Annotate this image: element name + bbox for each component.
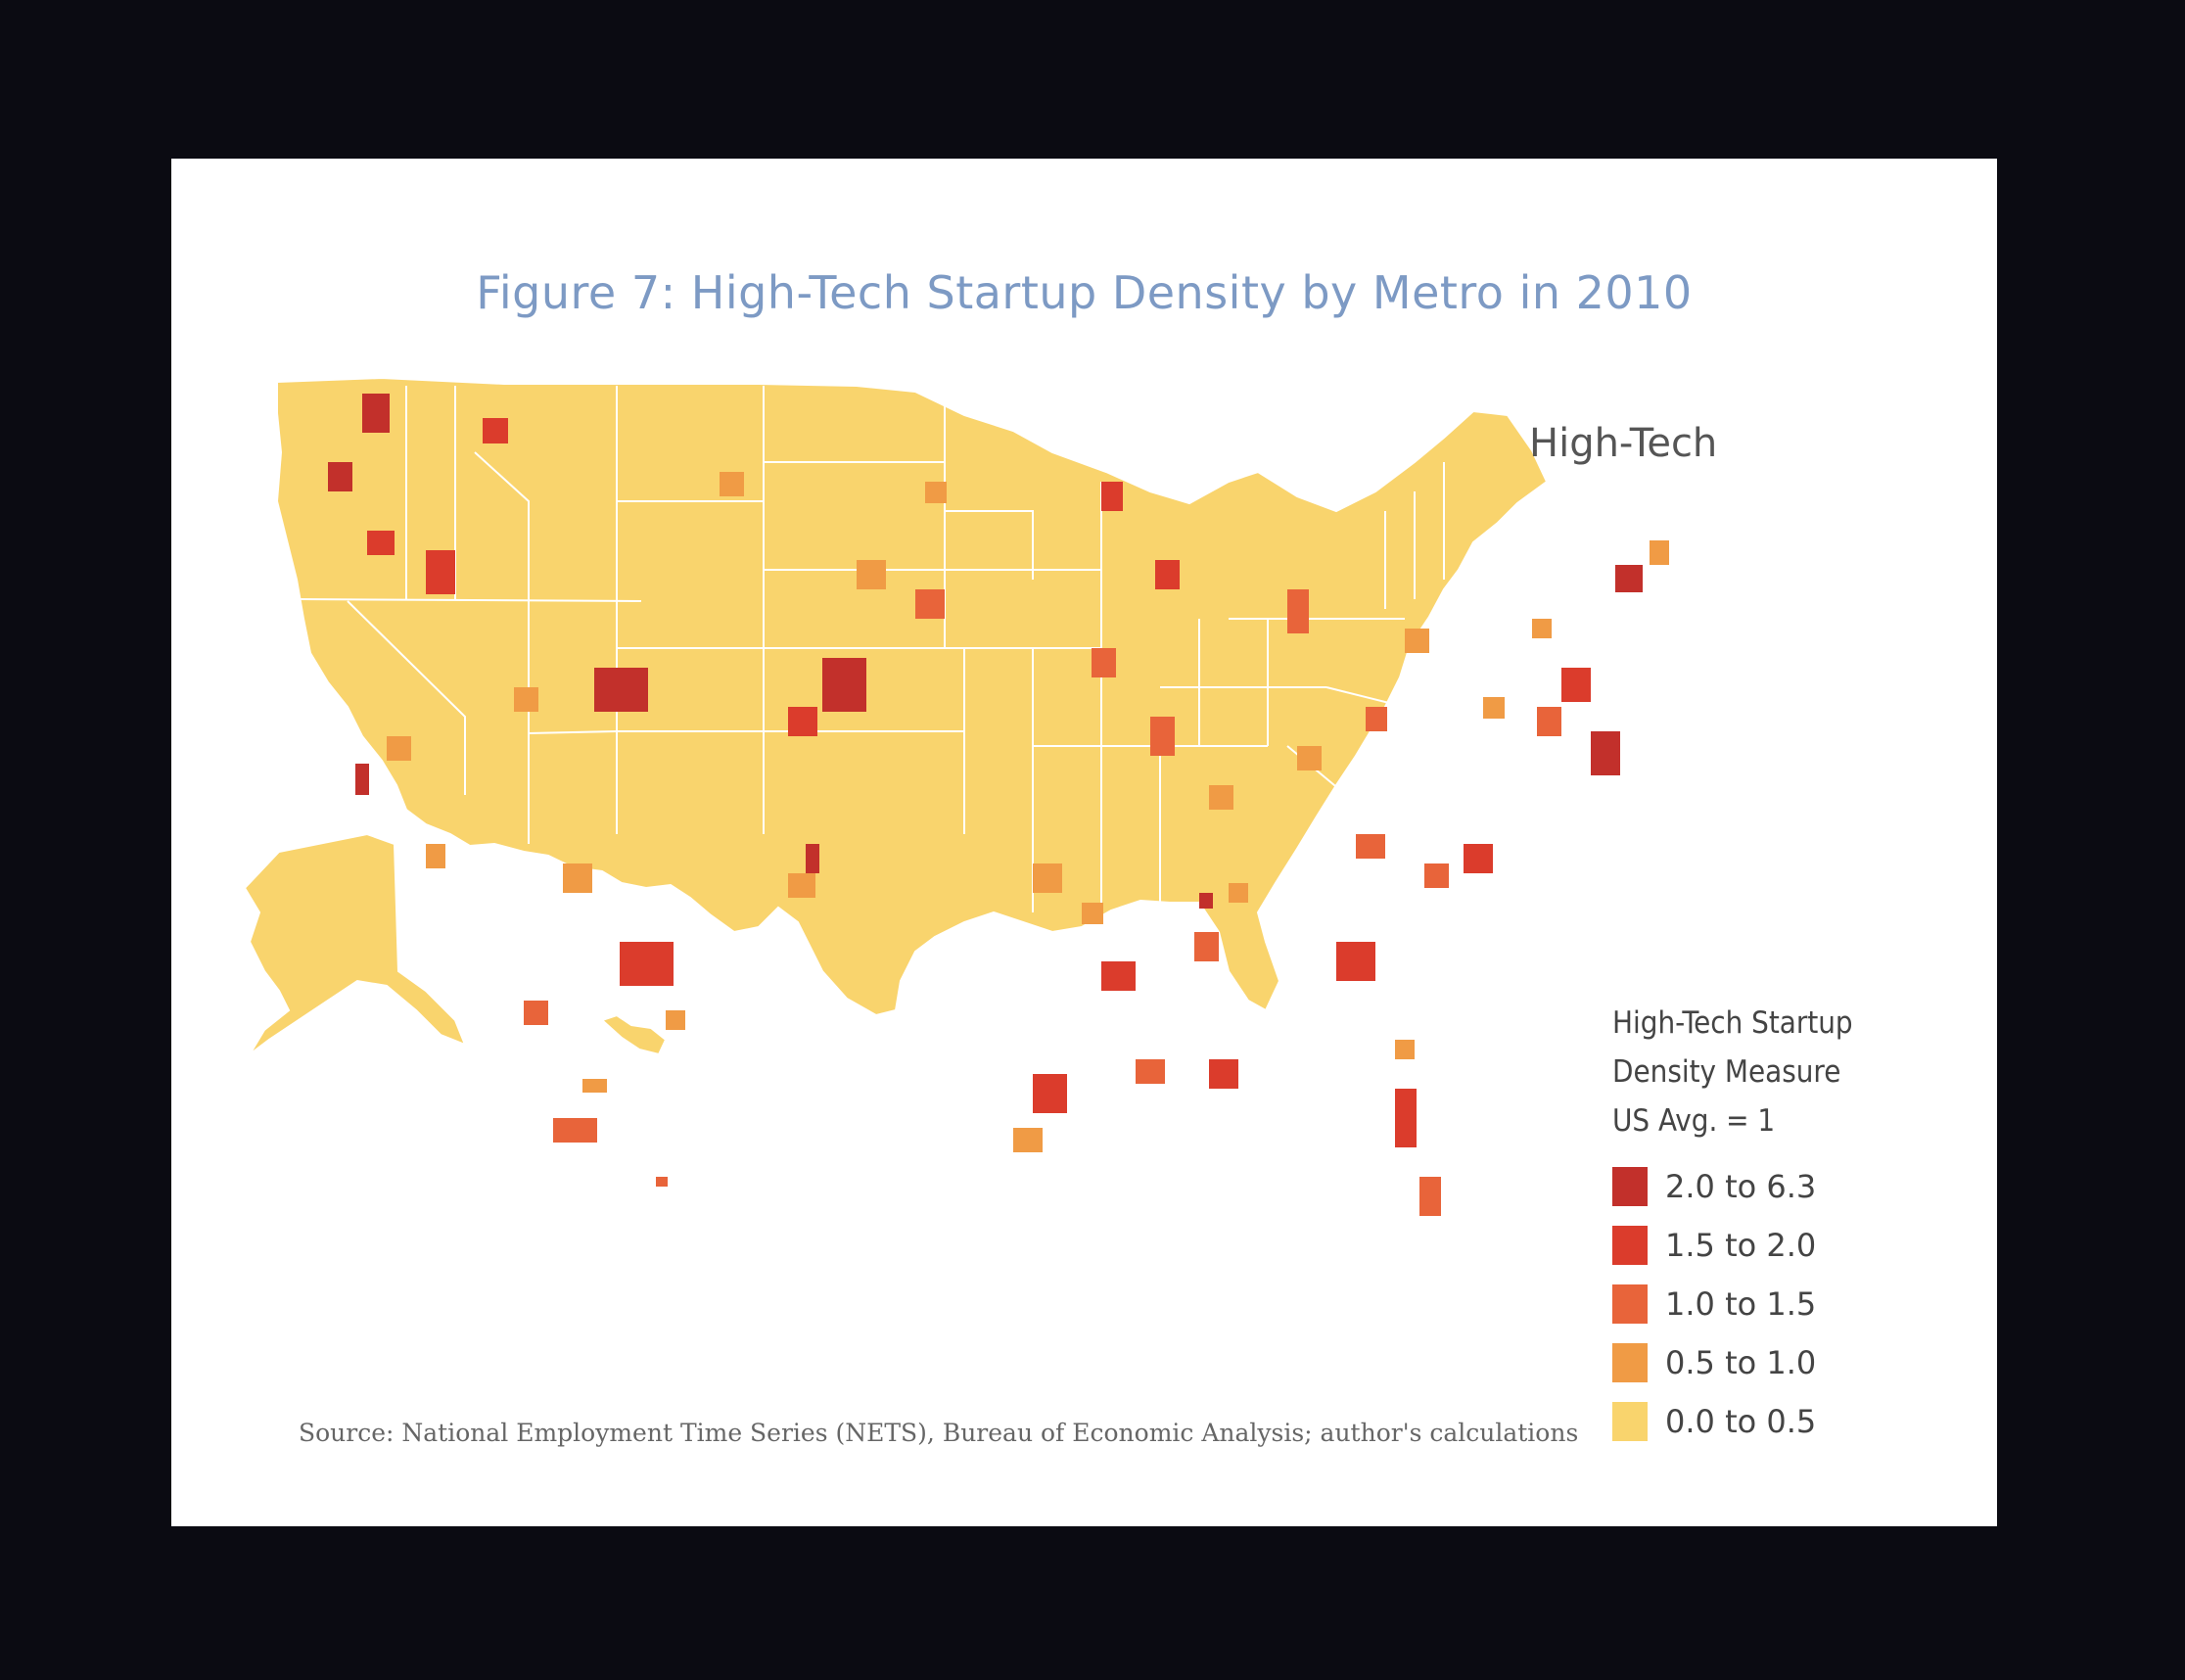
metro-dallas: [1101, 961, 1136, 991]
metro-sacramento: [387, 736, 411, 761]
metro-colorado-springs: [788, 707, 817, 736]
metro-minneapolis: [1101, 482, 1123, 511]
metro-wyoming: [857, 560, 886, 589]
metro-fresno: [426, 844, 445, 868]
map-label: High-Tech: [1529, 421, 1718, 466]
metro-charlotte: [1424, 863, 1449, 888]
legend-swatch: [1612, 1226, 1648, 1265]
metro-pierre: [915, 589, 945, 619]
metro-tulsa: [1082, 903, 1103, 924]
source-note: Source: National Employment Time Series …: [299, 1419, 1579, 1447]
metro-fargo: [925, 482, 947, 503]
metro-washington-dc: [1591, 731, 1620, 775]
legend-item: 2.0 to 6.3: [1612, 1157, 1965, 1216]
hawaii-shape: [600, 1013, 668, 1056]
metro-anchorage: [553, 1118, 597, 1143]
legend: High-Tech Startup Density Measure US Avg…: [1612, 999, 1965, 1451]
map-base-landmass: [243, 376, 1549, 1056]
us-metro-map: [243, 376, 1669, 1216]
metro-memphis: [1229, 883, 1248, 903]
metro-density-areas: [328, 394, 1669, 1216]
metro-pittsburgh: [1483, 697, 1505, 719]
metro-omaha: [1092, 648, 1116, 677]
figure-card: Figure 7: High-Tech Startup Density by M…: [171, 159, 1997, 1526]
metro-huntsville: [1199, 893, 1213, 909]
metro-indianapolis: [1297, 746, 1322, 770]
metro-oklahoma-city: [1033, 863, 1062, 893]
metro-philadelphia: [1537, 707, 1561, 736]
metro-new-york: [1561, 668, 1591, 702]
metro-jacksonville: [1395, 1040, 1415, 1059]
metro-bend: [367, 531, 395, 555]
legend-item: 1.0 to 1.5: [1612, 1275, 1965, 1333]
legend-swatch: [1612, 1167, 1648, 1206]
metro-albuquerque: [788, 873, 815, 898]
metro-portland-me: [1650, 540, 1669, 565]
legend-title-line: High-Tech Startup: [1612, 1005, 1853, 1041]
metro-houston: [1136, 1059, 1165, 1084]
metro-little-rock: [1194, 932, 1219, 961]
legend-swatch: [1612, 1402, 1648, 1441]
legend-item-label: 0.0 to 0.5: [1665, 1403, 1817, 1440]
alaska-shape: [243, 832, 467, 1055]
metro-detroit: [1405, 629, 1429, 653]
metro-orlando-tampa: [1395, 1089, 1417, 1147]
metro-salt-lake-city: [594, 668, 648, 712]
metro-boston: [1615, 565, 1643, 592]
legend-item-label: 2.0 to 6.3: [1665, 1168, 1817, 1205]
state-borders: [296, 386, 1445, 912]
metro-madison: [1155, 560, 1180, 589]
metro-kansas-city: [1150, 717, 1175, 756]
metro-portland: [328, 462, 352, 491]
legend-swatch: [1612, 1284, 1648, 1324]
legend-title-line: US Avg. = 1: [1612, 1103, 1776, 1139]
legend-item: 0.0 to 0.5: [1612, 1392, 1965, 1451]
figure-title: Figure 7: High-Tech Startup Density by M…: [476, 266, 1693, 319]
metro-phoenix: [620, 942, 674, 986]
legend-item-label: 1.5 to 2.0: [1665, 1227, 1817, 1264]
legend-title-line: Density Measure: [1612, 1054, 1841, 1090]
metro-tucson: [666, 1010, 685, 1030]
metro-honolulu: [656, 1177, 668, 1187]
metro-san-jose: [355, 764, 369, 795]
metro-columbus: [1366, 707, 1387, 731]
metro-denver-boulder: [822, 658, 866, 712]
metro-buffalo: [1532, 619, 1552, 638]
legend-item-label: 1.0 to 1.5: [1665, 1285, 1817, 1323]
metro-san-antonio: [1013, 1128, 1043, 1152]
legend-item-label: 0.5 to 1.0: [1665, 1344, 1817, 1381]
metro-seattle: [362, 394, 390, 433]
metro-nashville: [1356, 834, 1385, 859]
metro-miami: [1419, 1177, 1441, 1216]
legend-swatch: [1612, 1343, 1648, 1382]
metro-san-diego: [524, 1001, 548, 1025]
metro-chicago: [1287, 589, 1309, 633]
legend-item: 1.5 to 2.0: [1612, 1216, 1965, 1275]
metro-los-alamos: [806, 844, 819, 873]
metro-atlanta: [1336, 942, 1375, 981]
metro-billings: [720, 472, 744, 496]
legend-item: 0.5 to 1.0: [1612, 1333, 1965, 1392]
metro-st-louis: [1209, 785, 1233, 810]
metro-raleigh: [1464, 844, 1493, 873]
metro-missoula: [483, 418, 508, 443]
metro-boise: [426, 550, 455, 594]
metro-fairbanks: [582, 1079, 607, 1093]
metro-reno: [514, 687, 538, 712]
metro-austin: [1033, 1074, 1067, 1113]
contiguous-us-shape: [275, 376, 1549, 1017]
metro-las-vegas: [563, 863, 592, 893]
metro-new-orleans: [1209, 1059, 1238, 1089]
